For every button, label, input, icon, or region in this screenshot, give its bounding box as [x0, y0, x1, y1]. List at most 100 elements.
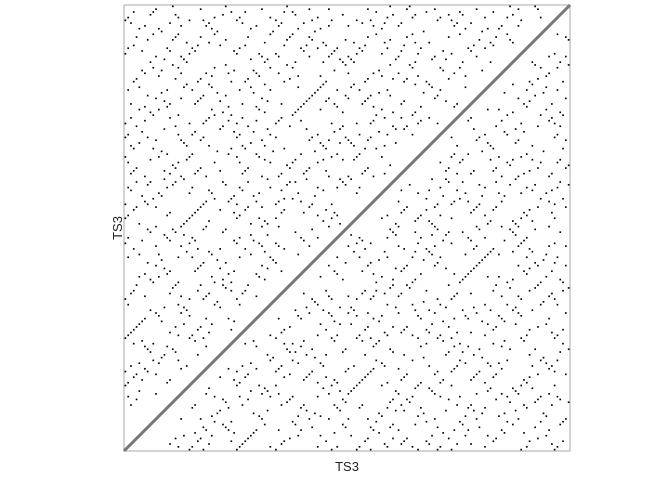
recurrence-dot — [523, 239, 525, 242]
recurrence-dot — [152, 342, 155, 345]
recurrence-dot — [537, 78, 539, 80]
recurrence-dot — [258, 156, 261, 158]
recurrence-dot — [333, 69, 336, 72]
recurrence-dot — [272, 30, 274, 33]
recurrence-dot — [336, 334, 339, 337]
recurrence-dot — [481, 195, 484, 197]
recurrence-dot — [152, 281, 155, 284]
recurrence-dot — [358, 334, 361, 337]
recurrence-dot — [500, 25, 503, 27]
recurrence-dot — [236, 203, 238, 206]
recurrence-dot — [255, 119, 258, 122]
recurrence-dot — [367, 78, 369, 80]
recurrence-dot — [470, 117, 472, 119]
recurrence-dot — [333, 340, 336, 342]
recurrence-dot — [392, 278, 394, 281]
recurrence-dot — [297, 86, 300, 89]
recurrence-dot — [369, 19, 372, 22]
recurrence-dot — [336, 89, 339, 91]
recurrence-dot — [531, 189, 534, 192]
recurrence-dot — [269, 186, 272, 189]
recurrence-dot — [185, 250, 188, 253]
recurrence-dot — [431, 58, 433, 61]
recurrence-dot — [319, 75, 322, 77]
recurrence-dot — [383, 250, 386, 253]
recurrence-dot — [447, 78, 450, 80]
recurrence-dot — [277, 225, 280, 228]
recurrence-dot — [336, 214, 339, 217]
recurrence-dot — [216, 30, 219, 33]
recurrence-dot — [138, 253, 141, 256]
recurrence-dot — [523, 103, 525, 105]
recurrence-dot — [328, 264, 330, 267]
recurrence-dot — [149, 309, 152, 312]
recurrence-dot — [394, 142, 397, 144]
recurrence-dot — [286, 348, 288, 351]
recurrence-dot — [562, 114, 564, 116]
recurrence-dot — [394, 222, 397, 225]
recurrence-dot — [319, 108, 322, 111]
recurrence-dot — [509, 287, 511, 289]
recurrence-dot — [542, 356, 545, 359]
recurrence-dot — [461, 231, 464, 234]
recurrence-dot — [489, 387, 492, 390]
recurrence-dot — [130, 22, 132, 24]
recurrence-dot — [553, 337, 556, 339]
recurrence-dot — [344, 262, 347, 264]
recurrence-dot — [400, 331, 403, 334]
recurrence-dot — [364, 353, 366, 356]
recurrence-dot — [230, 328, 233, 331]
recurrence-dot — [138, 108, 141, 111]
recurrence-dot — [534, 426, 536, 429]
recurrence-dot — [548, 72, 550, 75]
recurrence-dot — [302, 239, 305, 242]
recurrence-dot — [392, 398, 394, 401]
recurrence-dot — [314, 195, 316, 197]
recurrence-dot — [333, 320, 336, 323]
recurrence-dot — [489, 41, 492, 44]
recurrence-dot — [389, 287, 392, 289]
recurrence-dot — [531, 83, 534, 86]
recurrence-dot — [523, 404, 525, 406]
recurrence-dot — [411, 66, 414, 69]
recurrence-dot — [492, 376, 495, 378]
recurrence-dot — [224, 39, 227, 41]
recurrence-dot — [258, 275, 261, 278]
recurrence-dot — [461, 158, 464, 161]
recurrence-dot — [160, 91, 163, 94]
recurrence-dot — [386, 445, 389, 448]
recurrence-dot — [283, 248, 286, 250]
recurrence-dot — [433, 206, 436, 208]
recurrence-dot — [383, 292, 386, 295]
recurrence-dot — [556, 186, 559, 189]
recurrence-dot — [378, 91, 380, 94]
recurrence-dot — [188, 242, 191, 245]
recurrence-dot — [383, 331, 386, 334]
recurrence-dot — [439, 89, 442, 91]
recurrence-dot — [124, 370, 127, 373]
recurrence-dot — [478, 136, 481, 139]
recurrence-dot — [328, 25, 330, 27]
recurrence-dot — [336, 273, 339, 275]
recurrence-dot — [316, 395, 319, 398]
recurrence-dot — [551, 443, 553, 445]
recurrence-dot — [199, 284, 202, 286]
recurrence-dot — [531, 365, 534, 367]
recurrence-dot — [386, 16, 389, 19]
recurrence-dot — [484, 445, 486, 448]
recurrence-dot — [439, 16, 442, 19]
recurrence-dot — [447, 326, 450, 328]
recurrence-dot — [325, 440, 327, 443]
recurrence-dot — [177, 133, 180, 136]
recurrence-dot — [141, 340, 143, 342]
recurrence-dot — [447, 181, 450, 183]
recurrence-dot — [233, 320, 235, 323]
recurrence-dot — [247, 78, 249, 80]
recurrence-dot — [261, 97, 263, 100]
recurrence-dot — [322, 220, 325, 222]
recurrence-dot — [411, 114, 414, 116]
recurrence-dot — [300, 105, 302, 108]
recurrence-dot — [397, 312, 400, 314]
recurrence-dot — [330, 314, 333, 317]
recurrence-dot — [397, 245, 400, 247]
